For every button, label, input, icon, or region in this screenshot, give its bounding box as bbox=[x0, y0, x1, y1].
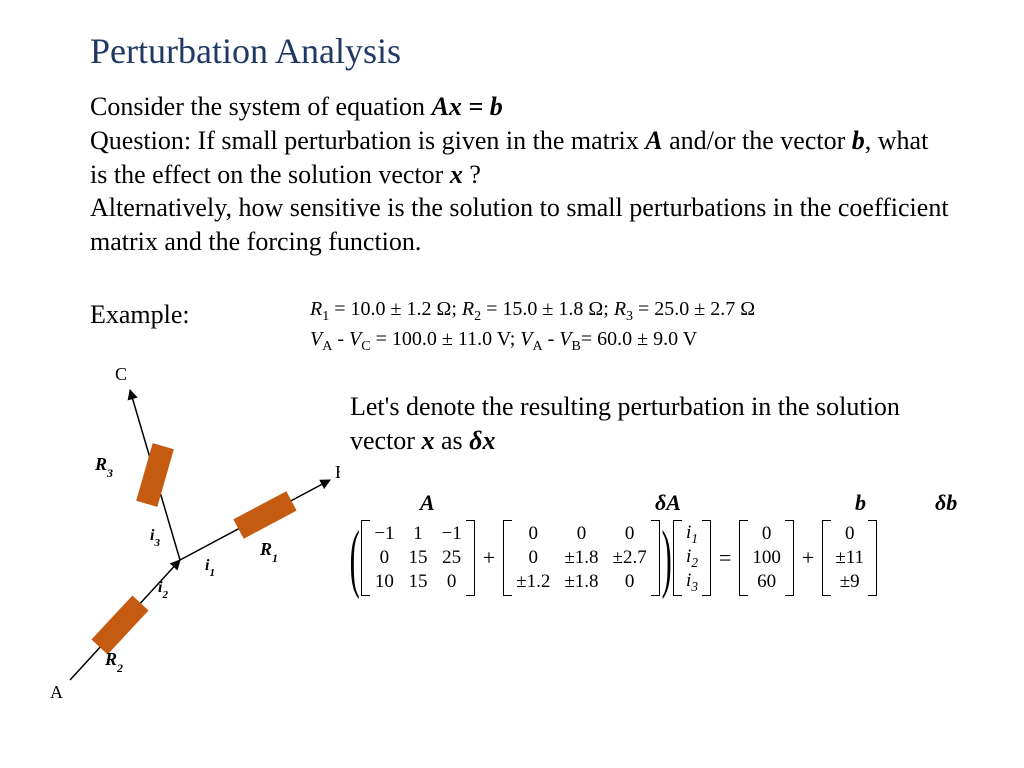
cell: ±1.8 bbox=[564, 547, 598, 569]
R3-sub: 3 bbox=[106, 466, 113, 480]
cell: 60 bbox=[752, 571, 781, 593]
intro-text: Consider the system of equation Ax = b Q… bbox=[90, 90, 950, 259]
lbl-dA: δA bbox=[655, 490, 681, 516]
VC: V bbox=[349, 328, 361, 350]
cell: −1 bbox=[442, 523, 462, 545]
node-A: A bbox=[50, 682, 63, 700]
svg-text:i2: i2 bbox=[158, 579, 168, 601]
R1-sub: 1 bbox=[272, 551, 278, 565]
lbl-db: δb bbox=[935, 490, 957, 516]
lbl-b: b bbox=[855, 490, 866, 516]
i1-sub: 1 bbox=[209, 567, 215, 579]
cell: 0 bbox=[516, 523, 550, 545]
R3: R bbox=[614, 298, 626, 320]
node-C: C bbox=[115, 364, 127, 384]
VA: V bbox=[310, 328, 322, 350]
matrix-dA: 000 0±1.8±2.7 ±1.2±1.80 bbox=[503, 520, 660, 596]
cell: ±1.2 bbox=[516, 571, 550, 593]
sym-b: b bbox=[852, 126, 865, 155]
i3-sub: 3 bbox=[153, 537, 160, 549]
vector-db: 0 ±11 ±9 bbox=[822, 520, 877, 596]
svg-text:R2: R2 bbox=[104, 649, 123, 675]
R1-lbl: R bbox=[259, 539, 272, 559]
sym-dx: δx bbox=[469, 426, 495, 455]
cell: 10 bbox=[374, 571, 394, 593]
txt: Alternatively, how sensitive is the solu… bbox=[90, 193, 949, 256]
eq-op: = bbox=[719, 545, 731, 571]
R1: R bbox=[310, 298, 322, 320]
cell: ±11 bbox=[835, 547, 864, 569]
txt: = 60.0 ± 9.0 V bbox=[581, 328, 697, 350]
svg-text:i1: i1 bbox=[205, 557, 215, 579]
cell: 15 bbox=[409, 571, 428, 593]
resistor-values: R1 = 10.0 ± 1.2 Ω; R2 = 15.0 ± 1.8 Ω; R3… bbox=[310, 296, 755, 356]
sym-x2: x bbox=[421, 426, 434, 455]
perturb-text: Let's denote the resulting perturbation … bbox=[350, 390, 950, 458]
vector-x: i1 i2 i3 bbox=[673, 520, 711, 596]
sym-A: A bbox=[645, 126, 662, 155]
txt: = 100.0 ± 11.0 V; bbox=[371, 328, 521, 350]
VA2: V bbox=[520, 328, 532, 350]
i2-sub: 2 bbox=[161, 589, 168, 601]
cell: i3 bbox=[686, 570, 698, 595]
cell: 15 bbox=[409, 547, 428, 569]
txt: = 10.0 ± 1.2 Ω; bbox=[329, 298, 462, 320]
VB: V bbox=[559, 328, 571, 350]
sub: A bbox=[322, 339, 332, 354]
cell: 25 bbox=[442, 547, 462, 569]
cell: ±9 bbox=[835, 571, 864, 593]
cell: 0 bbox=[442, 571, 462, 593]
txt: - bbox=[332, 328, 349, 350]
cell: 100 bbox=[752, 547, 781, 569]
sub: A bbox=[532, 339, 542, 354]
R2: R bbox=[462, 298, 474, 320]
cell: 0 bbox=[613, 523, 647, 545]
sub: C bbox=[361, 339, 370, 354]
sub: 3 bbox=[626, 309, 633, 324]
cell: 0 bbox=[752, 523, 781, 545]
example-label: Example: bbox=[90, 300, 190, 330]
sym-x: x bbox=[450, 160, 463, 189]
node-B: B bbox=[335, 462, 340, 482]
cell: ±1.8 bbox=[564, 571, 598, 593]
cell: −1 bbox=[374, 523, 394, 545]
txt: - bbox=[543, 328, 560, 350]
txt: ? bbox=[463, 160, 481, 189]
cell: 0 bbox=[516, 547, 550, 569]
cell: 0 bbox=[564, 523, 598, 545]
txt: = 25.0 ± 2.7 Ω bbox=[633, 298, 755, 320]
R3-lbl: R bbox=[94, 454, 107, 474]
plus-op: + bbox=[483, 545, 495, 571]
cell: i2 bbox=[686, 546, 698, 571]
page-title: Perturbation Analysis bbox=[90, 30, 401, 72]
svg-text:i3: i3 bbox=[150, 527, 160, 549]
txt: Question: If small perturbation is given… bbox=[90, 126, 645, 155]
R2-sub: 2 bbox=[116, 661, 123, 675]
matrix-A: −1 1 −1 0 15 25 10 15 0 bbox=[361, 520, 474, 596]
cell: 0 bbox=[374, 547, 394, 569]
txt: Consider the system of equation bbox=[90, 92, 432, 121]
svg-text:R1: R1 bbox=[259, 539, 278, 565]
sub: B bbox=[571, 339, 580, 354]
cell: i1 bbox=[686, 522, 698, 547]
rparen-icon: ) bbox=[661, 520, 671, 596]
plus-op2: + bbox=[802, 545, 814, 571]
matrix-equation: A δA b δb ( −11−1 01525 10150 + 000 0±1.… bbox=[350, 490, 879, 596]
cell: 0 bbox=[613, 571, 647, 593]
circuit-diagram: C R3 i3 B R1 i1 A R2 i2 bbox=[40, 360, 340, 700]
vector-b: 0 100 60 bbox=[739, 520, 794, 596]
cell: 0 bbox=[835, 523, 864, 545]
cell: 1 bbox=[409, 523, 428, 545]
lbl-A: A bbox=[420, 490, 435, 516]
txt: as bbox=[434, 426, 469, 455]
svg-text:R3: R3 bbox=[94, 454, 113, 480]
txt: and/or the vector bbox=[663, 126, 852, 155]
lparen-icon: ( bbox=[350, 520, 360, 596]
eq-Axb: Ax = b bbox=[432, 92, 503, 121]
cell: ±2.7 bbox=[613, 547, 647, 569]
R2-lbl: R bbox=[104, 649, 117, 669]
txt: = 15.0 ± 1.8 Ω; bbox=[481, 298, 614, 320]
